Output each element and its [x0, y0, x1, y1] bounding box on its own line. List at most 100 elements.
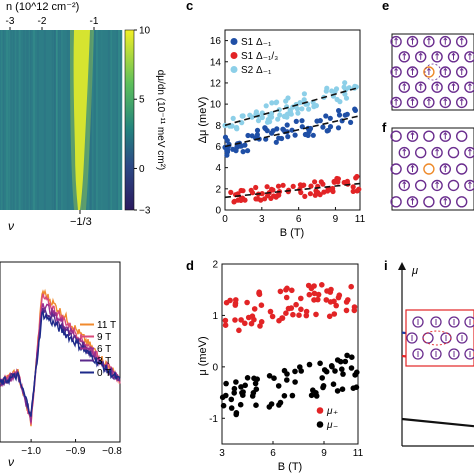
- data-point-d: [231, 385, 238, 392]
- lattice-site: [390, 196, 402, 208]
- data-point-c: [331, 178, 337, 185]
- lattice-site: [456, 130, 468, 142]
- spin-arrowhead: [435, 148, 440, 152]
- data-point-d: [281, 393, 288, 399]
- top-tick-label: -1: [90, 16, 99, 27]
- legend-marker-d: [316, 407, 324, 414]
- legend-label-b: 3 T: [97, 356, 111, 367]
- legend-label-d: μ₊: [326, 406, 338, 417]
- spin-arrowhead: [394, 98, 399, 102]
- data-point-c: [299, 106, 305, 112]
- lattice-site: [415, 146, 427, 159]
- lattice-site: [464, 179, 474, 192]
- heatmap-streak: [101, 30, 103, 210]
- points-c: [222, 80, 362, 205]
- data-point-d: [252, 380, 259, 387]
- heatmap-streak: [28, 30, 31, 210]
- spin-arrowhead: [467, 52, 472, 56]
- data-point-c: [231, 199, 237, 205]
- axes-c: 0 3 6 9 11 0 2 4 6 8 10 12 14 16: [210, 36, 366, 225]
- data-point-d: [222, 322, 229, 329]
- spin-arrowhead: [418, 82, 423, 86]
- lattice-site: [390, 96, 402, 109]
- data-point-d: [292, 368, 298, 375]
- spin-arrowhead: [451, 82, 456, 86]
- x-tick-label-c: 11: [355, 214, 366, 225]
- data-point-c: [343, 95, 350, 101]
- panel-letter-d: d: [186, 258, 194, 273]
- data-point-c: [284, 122, 290, 128]
- heatmap-streak: [68, 30, 70, 210]
- data-point-c: [336, 112, 343, 118]
- fit-line-c: [224, 86, 361, 127]
- colorbar-tick-label: 10: [139, 26, 151, 37]
- heatmap-streak: [90, 30, 93, 210]
- spin-arrowhead: [394, 67, 399, 71]
- data-point-d: [340, 371, 346, 377]
- lattice-site: [390, 66, 402, 78]
- top-axis-label: n (10^12 cm⁻²): [6, 1, 79, 13]
- x-tick-label-c: 9: [333, 214, 339, 225]
- data-point-c: [262, 125, 268, 131]
- y-tick-label-c: 10: [210, 100, 222, 111]
- heatmap-streak: [110, 30, 112, 210]
- x-tick-label-b: −1.0: [21, 446, 41, 457]
- lattice-box-e: [391, 33, 474, 111]
- heatmap-stripe-glow: [70, 30, 94, 210]
- data-point-c: [249, 190, 256, 196]
- lattice-site: [464, 146, 474, 159]
- data-point-c: [224, 152, 230, 158]
- spin-arrowhead: [410, 37, 415, 41]
- lattice-site: [415, 81, 427, 93]
- spin-arrowhead: [459, 98, 464, 102]
- data-point-d: [222, 317, 229, 324]
- data-point-d: [244, 299, 250, 306]
- lattice-site: [423, 66, 435, 78]
- data-point-d: [228, 396, 235, 403]
- spin-arrowhead: [459, 67, 464, 71]
- spin-arrowhead: [402, 52, 407, 56]
- data-point-d: [313, 393, 320, 399]
- legend-label-d: μ₋: [326, 420, 338, 431]
- data-point-d: [306, 361, 313, 368]
- heatmap-streak: [1, 30, 3, 210]
- lattice-site: [423, 196, 435, 208]
- plot-frame-d: [221, 263, 359, 445]
- spin-arrowhead: [467, 181, 472, 185]
- data-point-c: [277, 112, 283, 118]
- data-point-c: [245, 148, 251, 154]
- spin-arrowhead: [410, 131, 415, 135]
- heatmap-stripe: [73, 30, 90, 210]
- data-point-c: [306, 106, 312, 112]
- y-tick-label-c: 8: [215, 121, 221, 132]
- x-axis-label-d: B (T): [278, 461, 302, 473]
- heatmap-streak: [14, 30, 17, 210]
- heatmap-image: [0, 30, 122, 210]
- lattice-site: [406, 130, 419, 142]
- data-point-c: [273, 100, 279, 106]
- heatmap-streak: [94, 30, 96, 210]
- spin-arrowhead: [443, 98, 448, 102]
- lattice-f: [390, 130, 474, 208]
- data-point-d: [319, 375, 326, 381]
- data-point-d: [354, 369, 360, 376]
- heatmap-streak: [29, 30, 32, 210]
- legend-marker-d: [316, 421, 324, 428]
- inset-site: [412, 348, 424, 360]
- data-point-c: [240, 113, 246, 119]
- spin-arrowhead: [402, 181, 407, 185]
- data-point-d: [330, 381, 337, 388]
- x-tick-label-c: 3: [259, 214, 265, 225]
- heatmap-streak: [23, 30, 25, 210]
- data-point-d: [279, 315, 285, 321]
- data-point-c: [323, 113, 329, 119]
- data-point-d: [240, 389, 246, 395]
- spin-arrowhead: [402, 148, 407, 152]
- data-point-d: [317, 360, 323, 367]
- data-point-d: [331, 311, 338, 317]
- data-point-d: [228, 405, 235, 411]
- spin-arrowhead: [443, 37, 448, 41]
- data-point-d: [231, 390, 237, 396]
- data-point-d: [284, 377, 290, 383]
- data-point-c: [240, 188, 246, 194]
